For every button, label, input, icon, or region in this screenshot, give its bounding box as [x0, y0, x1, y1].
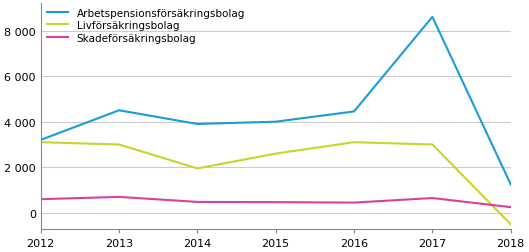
Arbetspensionsförsäkringsbolag — [351, 110, 357, 113]
Line: Arbetspensionsförsäkringsbolag: Arbetspensionsförsäkringsbolag — [41, 18, 510, 185]
Livförsäkringsbolag — [194, 167, 200, 170]
Livförsäkringsbolag — [351, 141, 357, 144]
Livförsäkringsbolag — [38, 141, 44, 144]
Skadeförsäkringsbolag — [38, 198, 44, 201]
Skadeförsäkringsbolag — [429, 197, 435, 200]
Arbetspensionsförsäkringsbolag — [116, 109, 122, 112]
Arbetspensionsförsäkringsbolag — [507, 183, 514, 186]
Livförsäkringsbolag — [272, 152, 279, 155]
Skadeförsäkringsbolag — [507, 206, 514, 209]
Livförsäkringsbolag — [429, 143, 435, 146]
Arbetspensionsförsäkringsbolag — [429, 16, 435, 19]
Arbetspensionsförsäkringsbolag — [272, 121, 279, 124]
Arbetspensionsförsäkringsbolag — [38, 139, 44, 142]
Skadeförsäkringsbolag — [272, 201, 279, 204]
Skadeförsäkringsbolag — [194, 201, 200, 204]
Skadeförsäkringsbolag — [116, 196, 122, 199]
Line: Livförsäkringsbolag: Livförsäkringsbolag — [41, 143, 510, 224]
Legend: Arbetspensionsförsäkringsbolag, Livförsäkringsbolag, Skadeförsäkringsbolag: Arbetspensionsförsäkringsbolag, Livförsä… — [45, 6, 247, 46]
Livförsäkringsbolag — [116, 143, 122, 146]
Arbetspensionsförsäkringsbolag — [194, 123, 200, 126]
Line: Skadeförsäkringsbolag: Skadeförsäkringsbolag — [41, 197, 510, 207]
Skadeförsäkringsbolag — [351, 201, 357, 204]
Livförsäkringsbolag — [507, 223, 514, 226]
